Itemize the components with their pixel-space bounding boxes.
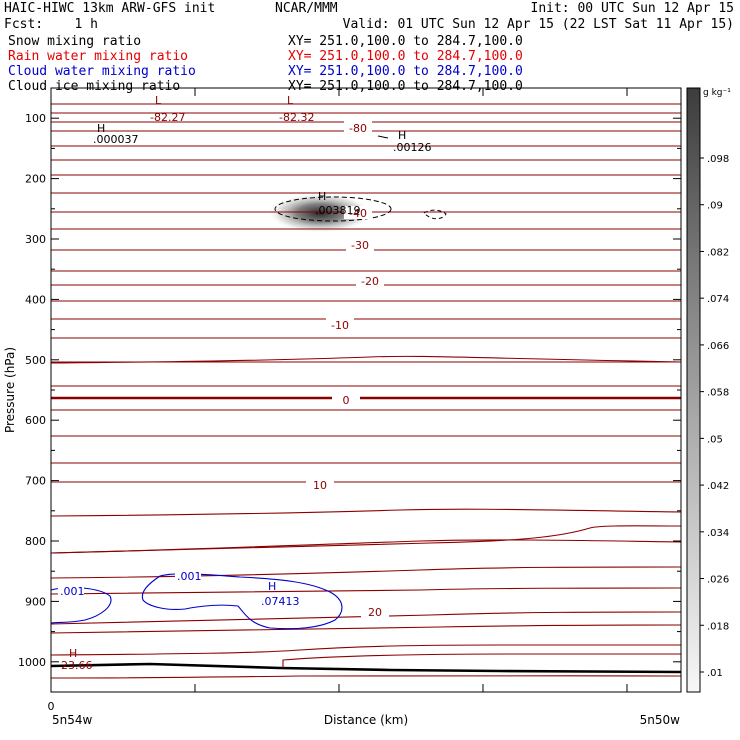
extremum-value: .003819 (315, 204, 361, 217)
temperature-label-bg (346, 238, 374, 251)
y-tick-label: 100 (25, 112, 46, 125)
ice-contour-tick (377, 135, 389, 139)
colorbar-tick-label: .026 (707, 575, 729, 586)
temperature-label-bg (361, 605, 389, 618)
colorbar-scale (686, 87, 701, 693)
isotherm-line (51, 624, 681, 634)
y-tick-label: 1000 (18, 656, 46, 669)
isotherm-line (51, 644, 681, 656)
temperature-label-bg (344, 121, 372, 134)
temperature-label: -40 (349, 207, 367, 220)
isotherm-line (51, 508, 681, 517)
extremum-value: -82.32 (279, 111, 314, 124)
cloud-water-contour (141, 573, 343, 630)
isotherm-line (51, 566, 681, 579)
y-tick-label: 600 (25, 414, 46, 427)
field-name-rain: Rain water mixing ratio (8, 49, 189, 64)
temperature-label-bg (344, 206, 372, 219)
temperature-label: 0 (343, 394, 350, 407)
colorbar-tick-label: .018 (707, 621, 729, 632)
colorbar-tick-label: .098 (707, 154, 729, 165)
isotherm-line (51, 525, 681, 554)
colorbar-tick-label: .042 (707, 481, 729, 492)
header-line1-left: HAIC-HIWC 13km ARW-GFS init (4, 1, 216, 16)
temperature-label: -10 (331, 319, 349, 332)
extremum-kind: L (287, 94, 294, 107)
field-xy-cloud-ice: XY= 251.0,100.0 to 284.7,100.0 (288, 79, 523, 94)
field-name-cloud-ice: Cloud ice mixing ratio (8, 79, 181, 94)
isotherm-line (51, 539, 681, 554)
header-line1-right: Init: 00 UTC Sun 12 Apr 15 (530, 1, 735, 16)
ice-shading-max (268, 193, 372, 233)
field-name-snow: Snow mixing ratio (8, 34, 142, 49)
temperature-label-bg (306, 478, 334, 491)
cloud-water-label-bg (58, 585, 84, 597)
extremum-value: -82.27 (150, 111, 185, 124)
cloud-water-contour (51, 587, 112, 624)
isotherm-line (51, 611, 681, 625)
colorbar-tick-label: .01 (707, 668, 723, 679)
extremum-value: 23.66 (61, 659, 93, 672)
isotherm-line (282, 653, 681, 668)
colorbar-tick-label: .09 (707, 201, 723, 212)
ice-contour (274, 196, 392, 222)
temperature-label-bg (332, 393, 360, 406)
cloud-water-label: .001 (60, 585, 85, 598)
colorbar-tick-label: .05 (707, 434, 723, 445)
temperature-label-bg (356, 274, 384, 287)
x-start-label: 5n54w (52, 713, 93, 727)
y-axis-label: Pressure (hPa) (3, 347, 17, 433)
colorbar-tick-label: .082 (707, 247, 729, 258)
y-tick-label: 800 (25, 535, 46, 548)
y-tick-label: 300 (25, 233, 46, 246)
x-end-label: 5n50w (640, 713, 681, 727)
extremum-value: .07413 (261, 595, 300, 608)
x-axis-label: Distance (km) (324, 713, 408, 727)
temperature-label: -30 (351, 239, 369, 252)
colorbar-tick-label: .058 (707, 388, 729, 399)
y-tick-label: 400 (25, 293, 46, 306)
isotherm-line (51, 355, 681, 364)
ice-contour (423, 209, 447, 220)
field-name-cloud-water: Cloud water mixing ratio (8, 64, 196, 79)
terrain-line (51, 662, 681, 674)
y-tick-label: 500 (25, 354, 46, 367)
field-xy-rain: XY= 251.0,100.0 to 284.7,100.0 (288, 49, 523, 64)
header-line2-right: Valid: 01 UTC Sun 12 Apr 15 (22 LST Sat … (342, 17, 734, 32)
colorbar-tick-label: .074 (707, 294, 729, 305)
extremum-value: .000037 (93, 133, 139, 146)
temperature-label: 20 (368, 606, 382, 619)
temperature-label-bg (326, 318, 354, 331)
colorbar-unit: g kg⁻¹ (703, 88, 731, 98)
extremum-value: .00126 (393, 141, 432, 154)
header-line1-mid: NCAR/MMM (275, 1, 338, 16)
temperature-label: 10 (313, 479, 327, 492)
temperature-label: -80 (349, 122, 367, 135)
field-xy-snow: XY= 251.0,100.0 to 284.7,100.0 (288, 34, 523, 49)
cloud-water-label: .001 (177, 570, 202, 583)
extremum-kind: H (97, 122, 105, 135)
y-tick-label: 200 (25, 173, 46, 186)
header-line2-left: Fcst: 1 h (4, 17, 98, 32)
isotherm-line (51, 675, 681, 679)
cloud-water-label-bg (175, 570, 201, 582)
plot-frame (50, 87, 682, 693)
colorbar-tick-label: .066 (707, 341, 729, 352)
temperature-label: -20 (361, 275, 379, 288)
extremum-kind: H (69, 647, 77, 660)
colorbar-tick-label: .034 (707, 528, 729, 539)
isotherm-line (51, 587, 681, 595)
y-tick-label: 700 (25, 475, 46, 488)
extremum-kind: H (268, 580, 276, 593)
x-origin-label: 0 (48, 700, 55, 713)
field-xy-cloud-water: XY= 251.0,100.0 to 284.7,100.0 (288, 64, 523, 79)
extremum-kind: H (318, 190, 326, 203)
y-tick-label: 900 (25, 595, 46, 608)
extremum-kind: H (398, 129, 406, 142)
extremum-kind: L (155, 94, 162, 107)
